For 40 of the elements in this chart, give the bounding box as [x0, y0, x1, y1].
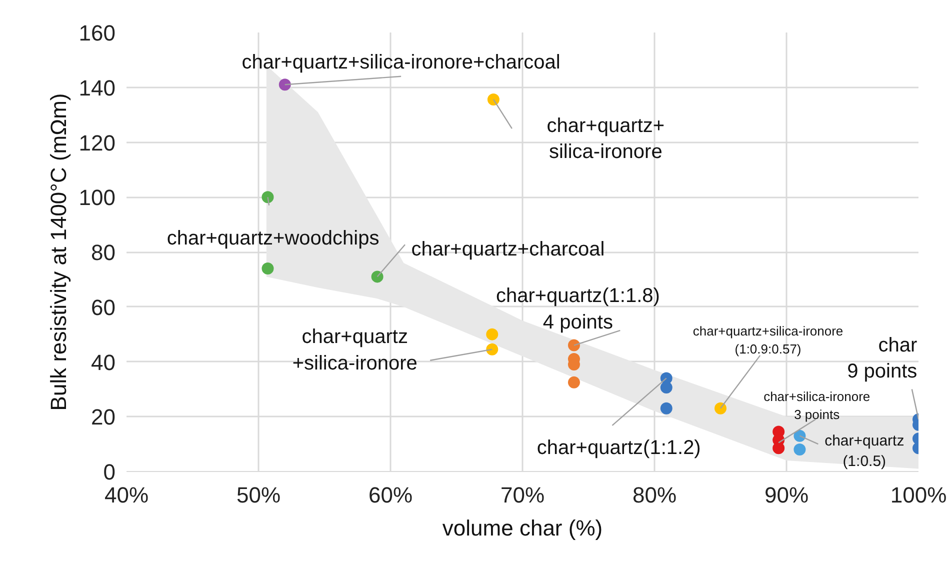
- annotation: char+quartz+woodchips: [166, 227, 380, 250]
- point: [486, 328, 498, 340]
- y-tick-label: 40: [91, 350, 116, 375]
- annotation: char+quartz(1:1.8) 4 points: [496, 284, 660, 334]
- point: [794, 444, 806, 456]
- x-tick-label: 40%: [104, 482, 149, 508]
- y-axis-title: Bulk resistivity at 1400°C (mΩm): [46, 93, 71, 411]
- y-tick-label: 80: [91, 240, 116, 265]
- annotation: char+quartz+ silica-ironore: [546, 114, 665, 164]
- y-tick-label: 60: [91, 294, 116, 320]
- point: [487, 93, 500, 106]
- point: [371, 270, 384, 283]
- annotation: char 9 points: [847, 334, 918, 383]
- y-tick-label: 140: [78, 75, 116, 100]
- annotation: char+quartz+charcoal: [411, 238, 605, 260]
- point: [486, 343, 498, 356]
- annotation: char+silica-ironore 3 points: [764, 389, 870, 422]
- annotation: char+quartz+silica-ironore (1:0.9:0.57): [692, 323, 844, 356]
- y-tick-label: 100: [78, 185, 116, 210]
- point: [568, 339, 580, 352]
- point: [278, 78, 291, 91]
- x-tick-label: 80%: [632, 482, 677, 508]
- x-tick-label: 60%: [368, 482, 413, 508]
- point: [714, 402, 726, 414]
- y-tick-label: 160: [78, 20, 116, 46]
- annotation: char+quartz +silica-ironore: [292, 326, 418, 374]
- x-tick-label: 50%: [236, 482, 281, 508]
- point: [262, 262, 274, 274]
- point: [568, 376, 580, 388]
- annotation: char+quartz(1:1.2): [536, 437, 701, 460]
- point: [262, 191, 274, 204]
- x-tick-label: 100%: [890, 482, 947, 508]
- annotation: char+quartz (1:0.5): [824, 432, 904, 470]
- x-axis-title: volume char (%): [442, 516, 603, 540]
- x-tick-label: 70%: [500, 482, 545, 508]
- annotation: char+quartz+silica-ironore+charcoal: [242, 52, 560, 74]
- y-tick-label: 120: [78, 130, 116, 156]
- y-tick-label: 0: [103, 460, 116, 484]
- x-tick-label: 90%: [764, 482, 809, 508]
- y-tick-label: 20: [91, 404, 116, 430]
